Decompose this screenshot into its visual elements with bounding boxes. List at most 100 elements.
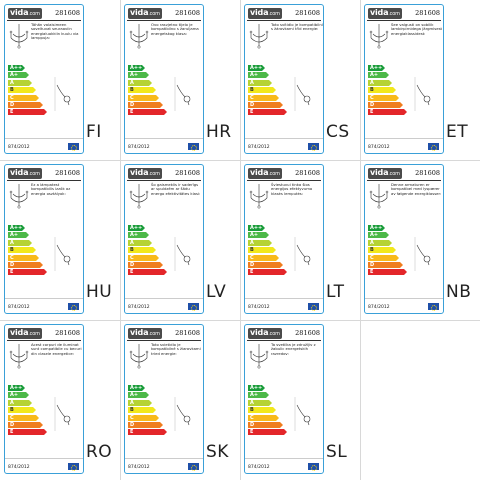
- energy-class-label: E: [250, 269, 254, 276]
- energy-class-label: A: [130, 239, 134, 246]
- energy-class-bar: A: [128, 239, 153, 246]
- chandelier-icon: [249, 184, 269, 209]
- energy-class-bar: E: [368, 109, 407, 116]
- energy-class-bar: A+: [248, 232, 269, 239]
- energy-class-label: E: [130, 269, 134, 276]
- energy-class-label: E: [130, 109, 134, 116]
- energy-class-bar: C: [8, 254, 40, 261]
- energy-label: vida.com 281608 Šo gaismeklis ir saderīg…: [124, 164, 204, 314]
- label-footer: 874/2012: [245, 138, 323, 153]
- energy-class-bar: A+: [368, 72, 389, 79]
- bulb-icon: [294, 237, 311, 271]
- language-code: RO: [86, 442, 113, 462]
- grid-divider: [360, 0, 361, 480]
- brand-logo: vida.com: [248, 168, 282, 179]
- header-rule: [7, 180, 81, 181]
- energy-class-label: A+: [130, 392, 139, 399]
- energy-class-label: D: [10, 101, 15, 108]
- energy-class-label: C: [130, 254, 134, 261]
- energy-class-bar: A: [368, 79, 393, 86]
- energy-class-bar: B: [248, 407, 276, 414]
- energy-class-label: B: [130, 247, 134, 254]
- energy-class-bar: D: [368, 261, 403, 268]
- grid-divider: [240, 0, 241, 480]
- brand-logo: vida.com: [8, 328, 42, 339]
- chandelier-icon: [129, 344, 149, 369]
- regulation-number: 874/2012: [8, 145, 30, 150]
- product-code: 281608: [295, 169, 320, 177]
- energy-class-scale: A++ A+ A B C D E: [248, 225, 288, 277]
- language-code: HR: [206, 122, 232, 142]
- regulation-number: 874/2012: [128, 305, 150, 310]
- header-rule: [247, 340, 321, 341]
- energy-class-label: C: [10, 414, 14, 421]
- compatibility-text: Denne armaturen er kompatibel med lyspær…: [391, 182, 442, 196]
- product-code: 281608: [175, 9, 200, 17]
- energy-label: vida.com 281608 Ez a lámpatest kompatibi…: [4, 164, 84, 314]
- product-code: 281608: [295, 329, 320, 337]
- energy-class-bar: C: [248, 414, 280, 421]
- energy-class-scale: A++ A+ A B C D E: [248, 65, 288, 117]
- energy-label: vida.com 281608 Denne armaturen er kompa…: [364, 164, 444, 314]
- energy-class-label: C: [10, 254, 14, 261]
- product-code: 281608: [175, 169, 200, 177]
- energy-class-bar: A++: [8, 385, 25, 391]
- brand-logo: vida.com: [368, 168, 402, 179]
- label-header: vida.com 281608: [125, 325, 203, 342]
- chandelier-icon: [129, 184, 149, 209]
- compatibility-text: See valgusti on sobilik lambirpirnidega …: [391, 22, 443, 36]
- energy-label: vida.com 281608 Toto svietidlo je kompat…: [124, 324, 204, 474]
- energy-class-bar: A+: [248, 392, 269, 399]
- energy-class-label: A+: [10, 232, 19, 239]
- energy-class-scale: A++ A+ A B C D E: [8, 65, 48, 117]
- energy-label: vida.com 281608 See valgusti on sobilik …: [364, 4, 444, 154]
- label-footer: 874/2012: [365, 138, 443, 153]
- energy-class-label: A: [10, 399, 14, 406]
- energy-class-bar: C: [128, 254, 160, 261]
- energy-class-label: D: [130, 261, 135, 268]
- energy-class-label: B: [250, 247, 254, 254]
- energy-class-label: D: [250, 421, 255, 428]
- energy-class-label: A++: [10, 65, 23, 71]
- header-rule: [7, 20, 81, 21]
- energy-class-label: A++: [130, 225, 143, 231]
- label-header: vida.com 281608: [5, 165, 83, 182]
- label-cell-fi: vida.com 281608 Tähän valaisimeen sovelt…: [0, 0, 120, 160]
- label-cell-lt: vida.com 281608 Šviestuvui tinka šios en…: [240, 160, 360, 320]
- chandelier-icon: [369, 24, 389, 49]
- label-header: vida.com 281608: [125, 165, 203, 182]
- bulb-icon: [174, 77, 191, 111]
- bulb-icon: [294, 77, 311, 111]
- label-cell-sl: vida.com 281608 Ta svetilka je združljiv…: [240, 320, 360, 480]
- energy-class-label: A++: [10, 225, 23, 231]
- label-header: vida.com 281608: [5, 5, 83, 22]
- energy-class-label: D: [10, 261, 15, 268]
- energy-class-bar: E: [248, 109, 287, 116]
- energy-label: vida.com 281608 Šviestuvui tinka šios en…: [244, 164, 324, 314]
- eu-flag-icon: [188, 143, 199, 151]
- regulation-number: 874/2012: [248, 145, 270, 150]
- eu-flag-icon: [308, 463, 319, 471]
- energy-class-label: A: [250, 239, 254, 246]
- bulb-icon: [54, 237, 71, 271]
- label-cell-et: vida.com 281608 See valgusti on sobilik …: [360, 0, 480, 160]
- energy-class-label: A: [10, 79, 14, 86]
- label-cell-hr: vida.com 281608 Ovo rasvjetno tijelo je …: [120, 0, 240, 160]
- energy-class-bar: A: [368, 239, 393, 246]
- energy-class-bar: E: [128, 429, 167, 436]
- energy-class-label: A: [130, 399, 134, 406]
- energy-class-label: E: [10, 109, 14, 116]
- language-code: NB: [446, 282, 472, 302]
- energy-class-label: A: [10, 239, 14, 246]
- label-footer: 874/2012: [125, 458, 203, 473]
- label-footer: 874/2012: [5, 298, 83, 313]
- energy-class-label: A+: [10, 392, 19, 399]
- bulb-icon: [54, 397, 71, 431]
- energy-class-label: A: [250, 399, 254, 406]
- energy-class-bar: D: [248, 101, 283, 108]
- energy-class-scale: A++ A+ A B C D E: [128, 385, 168, 437]
- energy-class-label: A: [250, 79, 254, 86]
- product-code: 281608: [55, 169, 80, 177]
- label-cell-nb: vida.com 281608 Denne armaturen er kompa…: [360, 160, 480, 320]
